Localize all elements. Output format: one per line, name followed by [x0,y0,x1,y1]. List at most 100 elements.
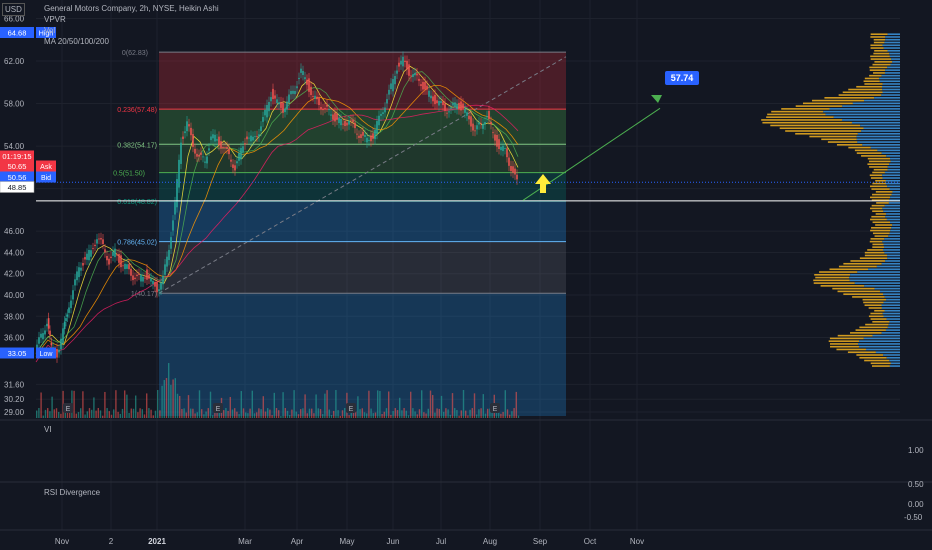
volume-bar [480,408,482,418]
candle-body [332,114,334,120]
volume-bar [385,408,388,418]
annotations[interactable]: 57.74 [36,71,900,202]
candle-body [38,337,40,344]
candle-body [56,348,58,358]
volume-bar [374,412,377,418]
rsi-pane-title[interactable]: RSI Divergence [44,488,101,497]
volume-profile-down [858,343,900,345]
volume-profile-up [770,124,861,127]
volume-bar [223,410,225,418]
volume-bar [513,408,515,418]
volume-bar [251,390,253,418]
ma-indicator-label[interactable]: MA 20/50/100/200 [44,37,109,46]
volume-profile-down [881,262,900,265]
volume-bar [152,415,154,418]
candle-body [94,244,96,247]
volume-profile-up [836,348,866,351]
volume-profile-down [887,185,900,188]
candle-body [88,249,90,261]
target-arrow-head [651,95,662,103]
volume-bar [456,409,458,418]
candle-body [252,136,254,141]
volume-profile-down [865,348,900,351]
candle-body [96,239,98,244]
volume-bar [99,410,102,418]
volume-profile-down [825,113,900,116]
candle-body [502,145,504,152]
volume-profile-down [881,94,900,96]
candle-body [414,72,416,76]
volume-profile-up [874,235,889,237]
candle-body [74,279,76,286]
volume-profile-up [819,271,858,273]
volume-profile [761,33,900,367]
volume-profile-down [842,119,900,121]
candle-body [198,154,200,157]
volume-profile-up [779,127,864,130]
volume-bar [313,413,315,418]
volume-profile-up [870,207,883,210]
volume-bar [491,412,493,418]
volume-bar [172,379,174,418]
volume-bar [370,408,372,418]
volume-bar [121,408,124,418]
candle-body [286,101,288,110]
candle-body [420,84,422,87]
candle-body [184,131,186,134]
volume-bar [258,408,260,418]
candle-body [304,77,306,80]
volume-profile-up [872,171,885,174]
candle-body [236,161,238,164]
fibonacci-retracement[interactable]: 0(62.83) 0.236(57.48) 0.382(54.17) 0.5(51.5… [113,50,567,416]
time-tick-label: Aug [483,537,497,546]
volume-bar [451,393,454,418]
volume-profile-up [852,296,885,298]
volume-bar [253,413,256,418]
volume-bar [157,390,159,418]
candle-body [60,338,62,350]
candle-body [170,237,172,249]
volume-bar [429,390,432,418]
candle-body [272,88,274,100]
volume-bar [289,415,291,418]
volume-bar [361,408,363,418]
candle-body [84,257,86,260]
volume-profile-down [862,144,900,146]
volume-indicator-label[interactable]: Vol [44,26,56,35]
volume-profile-up [837,290,880,293]
volume-bar [381,413,383,418]
price-badge [0,171,34,183]
volume-profile-up [827,141,858,143]
volume-profile-up [870,58,892,60]
candle-body [214,134,216,142]
candle-body [276,99,278,103]
candle-body [42,333,44,340]
volume-profile-up [870,229,891,232]
candle-body [168,250,170,261]
candle-body [132,275,134,281]
candle-body [80,267,82,271]
candle-body [144,277,146,279]
volume-bar [234,408,236,418]
candle-body [278,102,280,105]
volume-profile-up [829,268,869,271]
volume-bar [504,390,506,418]
volume-profile-up [795,105,843,107]
candle-body [406,60,408,70]
candle-body [438,100,440,106]
volume-profile-down [882,91,900,94]
vi-pane-title[interactable]: VI [44,425,52,434]
candle-body [456,104,458,110]
volume-bar [275,408,278,418]
volume-profile-down [890,157,900,160]
candle-body [270,97,272,102]
volume-profile-down [849,276,900,279]
volume-profile-down [881,74,900,77]
candle-body [86,253,88,260]
volume-profile-up [837,334,873,337]
rsi-tick-label: 0.50 [908,480,924,489]
candle-body [496,134,498,147]
candle-body [156,282,158,293]
vpvr-indicator-label[interactable]: VPVR [44,15,66,24]
